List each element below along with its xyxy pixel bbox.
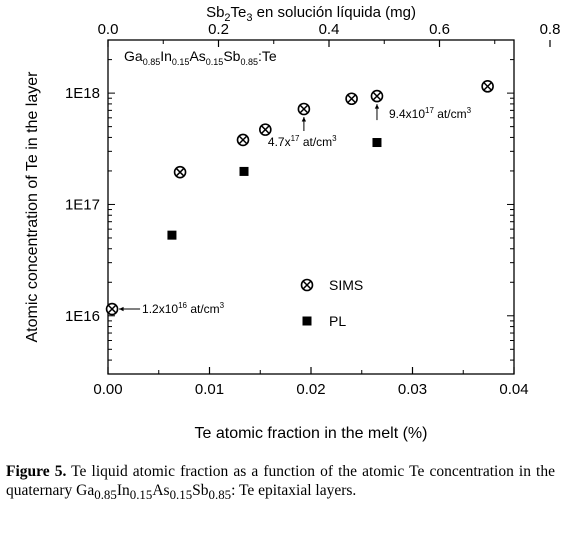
sims-cross — [302, 280, 312, 290]
annotation-part: 4.7x — [268, 135, 291, 149]
top-axis-title: Sb2Te3 en solución líquida (mg) — [206, 4, 416, 24]
sample-label: Ga0.85In0.15As0.15Sb0.85:Te — [124, 48, 277, 67]
y-axis-title: Atomic concentration of Te in the layer — [24, 71, 41, 343]
superscript: 3 — [220, 301, 225, 310]
top-tick-label: 0.6 — [429, 21, 450, 38]
legend-sims-label: SIMS — [329, 277, 363, 293]
figure-caption: Figure 5. Te liquid atomic fraction as a… — [6, 462, 555, 504]
subscript: 0.15 — [172, 57, 190, 67]
sims-point — [236, 133, 250, 147]
sims-point — [297, 102, 311, 116]
sims-cross — [175, 167, 185, 177]
sims-point — [370, 89, 384, 103]
sims-point — [481, 80, 494, 93]
annotation-arrow — [119, 306, 141, 312]
annotation-label: 4.7x17 at/cm3 — [268, 134, 337, 149]
title-part: Sb — [206, 4, 224, 21]
caption-formula: Ga0.85In0.15As0.15Sb0.85 — [76, 482, 232, 503]
top-tick-label: 0.0 — [98, 21, 119, 38]
y-tick-label: 1E16 — [65, 308, 100, 325]
formula-part: As — [189, 48, 205, 64]
superscript: 3 — [467, 106, 472, 115]
subscript: 0.85 — [240, 57, 258, 67]
superscript: 3 — [332, 134, 337, 143]
x-tick-label: 0.00 — [93, 381, 122, 398]
y-tick-label: 1E18 — [65, 85, 100, 102]
sims-point — [173, 165, 187, 179]
sims-point — [105, 302, 119, 316]
legend-sims-marker — [300, 278, 314, 292]
sims-cross — [238, 135, 248, 145]
annotation-arrow-head — [119, 306, 124, 312]
superscript: 16 — [178, 301, 187, 310]
annotation-part: 1.2x10 — [142, 302, 178, 316]
top-tick-label: 0.2 — [208, 21, 229, 38]
chart-canvas: 0.00 0.01 0.02 0.03 0.04 0.0 0.2 0.4 0.6 0.8 1E16 1… — [24, 4, 561, 442]
sims-point — [345, 92, 358, 106]
subscript: 3 — [246, 12, 252, 24]
caption-subscript: 0.85 — [94, 487, 117, 503]
subscript: 0.15 — [206, 57, 224, 67]
x-axis-title: Te atomic fraction in the melt (%) — [195, 425, 428, 442]
sims-cross — [299, 104, 309, 114]
annotation-part: at/cm — [434, 107, 467, 121]
legend-pl-label: PL — [329, 313, 346, 329]
x-tick-label: 0.02 — [296, 381, 325, 398]
caption-subscript: 0.15 — [169, 487, 193, 503]
y-tick-label: 1E17 — [65, 196, 100, 213]
x-tick-label: 0.01 — [195, 381, 224, 398]
annotation-arrow — [301, 117, 307, 132]
annotation-arrow-head — [374, 104, 380, 109]
superscript: 17 — [291, 134, 300, 143]
title-part: en solución líquida (mg) — [253, 4, 416, 21]
top-tick-label: 0.4 — [319, 21, 340, 38]
sims-cross — [372, 91, 382, 101]
annotation-label: 1.2x1016 at/cm3 — [142, 301, 225, 316]
top-tick-label: 0.8 — [540, 21, 561, 38]
title-part: Te — [231, 4, 247, 21]
sims-cross — [260, 125, 270, 135]
pl-point — [167, 230, 177, 240]
pl-point — [372, 138, 382, 148]
caption-subscript: 0.85 — [208, 487, 232, 503]
formula-part: Sb — [223, 48, 240, 64]
formula-part: Ga — [124, 48, 143, 64]
x-tick-label: 0.03 — [398, 381, 427, 398]
annotation-part: at/cm — [187, 302, 220, 316]
sims-point — [259, 123, 272, 136]
annotation-label: 9.4x1017 at/cm3 — [389, 106, 472, 121]
annotation-part: at/cm — [299, 135, 332, 149]
sims-cross — [483, 81, 493, 91]
sims-cross — [347, 94, 357, 104]
formula-part: In — [160, 48, 172, 64]
formula-part: :Te — [258, 48, 277, 64]
annotation-part: 9.4x10 — [389, 107, 425, 121]
legend-pl-marker — [302, 316, 312, 326]
pl-point — [239, 166, 249, 176]
annotation-arrow — [374, 104, 380, 121]
x-tick-label: 0.04 — [499, 381, 528, 398]
caption-text-after: : Te epitaxial layers. — [231, 482, 357, 499]
figure-label: Figure 5. — [6, 463, 67, 480]
caption-text-before: Te liquid atomic fraction as a function … — [6, 463, 555, 499]
caption-subscript: 0.15 — [129, 487, 153, 503]
subscript: 2 — [224, 12, 230, 24]
superscript: 17 — [425, 106, 434, 115]
sims-cross — [107, 304, 117, 314]
annotation-arrow-head — [301, 117, 307, 122]
subscript: 0.85 — [143, 57, 161, 67]
